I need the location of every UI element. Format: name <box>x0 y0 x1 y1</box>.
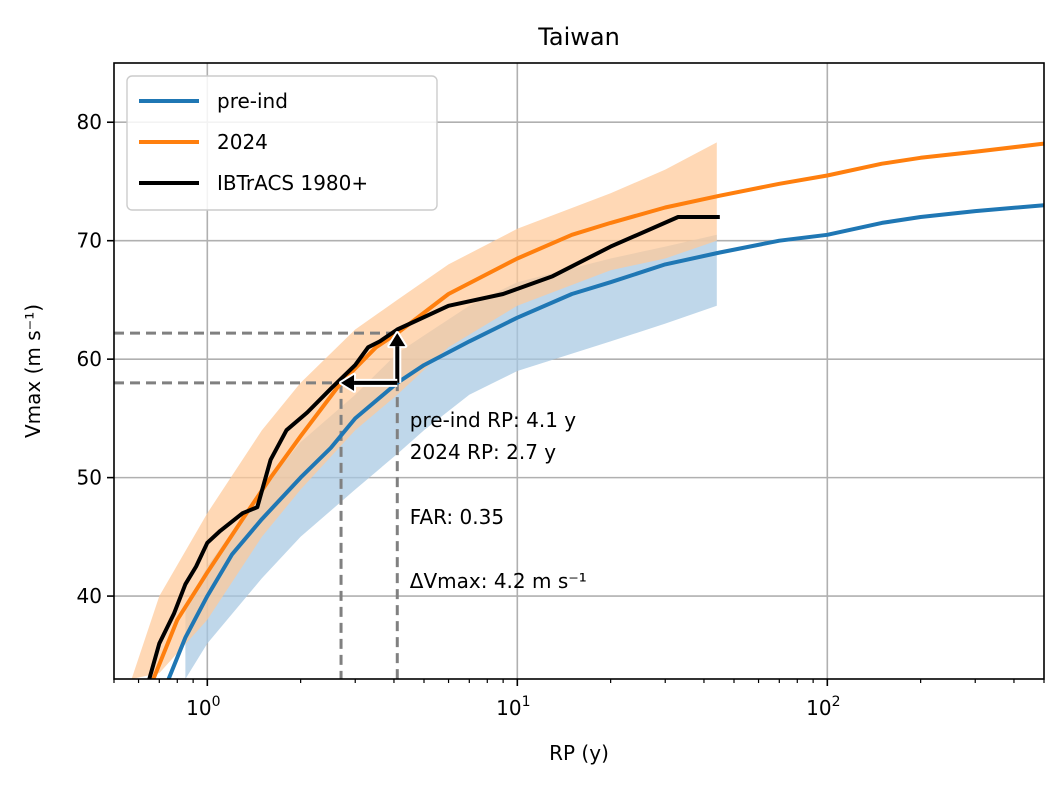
legend-box <box>126 75 438 211</box>
y-tick-label: 80 <box>77 110 102 134</box>
y-axis-label: Vmax (m s⁻¹) <box>21 304 45 438</box>
legend: pre-ind 2024 IBTrACS 1980+ <box>126 75 438 211</box>
x-tick-label: 101 <box>496 694 530 720</box>
series-line-ibtracs-1980 <box>147 215 720 679</box>
legend-label-2024: 2024 <box>217 130 268 154</box>
annotation-preind-rp: pre-ind RP: 4.1 y <box>410 408 577 432</box>
y-tick-label: 40 <box>77 584 102 608</box>
band-pre-ind <box>185 234 717 679</box>
x-tick-label: 100 <box>186 694 220 720</box>
legend-label-ibtracs: IBTrACS 1980+ <box>217 171 368 195</box>
annotation-far: FAR: 0.35 <box>410 505 504 529</box>
series-line-pre-ind <box>166 203 1044 679</box>
x-axis-label: RP (y) <box>549 741 609 765</box>
x-tick-label: 102 <box>806 694 840 720</box>
legend-item-preind: pre-ind <box>139 89 288 113</box>
reference-lines <box>114 331 399 679</box>
legend-item-2024: 2024 <box>139 130 268 154</box>
band-2024 <box>131 142 717 679</box>
legend-label-preind: pre-ind <box>217 89 288 113</box>
change-arrows <box>339 331 408 393</box>
arrow-left-rp <box>339 372 398 393</box>
annotation-block: pre-ind RP: 4.1 y 2024 RP: 2.7 y FAR: 0.… <box>410 408 587 593</box>
y-axis-ticks: 40 50 60 70 80 <box>77 110 114 608</box>
plot-frame <box>113 62 1045 680</box>
y-tick-label: 50 <box>77 466 102 490</box>
y-tick-label: 60 <box>77 347 102 371</box>
annotation-delta-vmax: ΔVmax: 4.2 m s⁻¹ <box>410 569 587 593</box>
x-axis-ticks: 100 101 102 <box>113 679 1045 720</box>
legend-item-ibtracs: IBTrACS 1980+ <box>139 171 368 195</box>
arrow-up-vmax <box>387 331 408 383</box>
series-lines <box>147 141 1044 679</box>
y-tick-label: 70 <box>77 229 102 253</box>
series-line-2024 <box>151 141 1044 679</box>
confidence-bands <box>131 142 717 679</box>
chart-title: Taiwan <box>537 23 620 51</box>
annotation-2024-rp: 2024 RP: 2.7 y <box>410 440 556 464</box>
